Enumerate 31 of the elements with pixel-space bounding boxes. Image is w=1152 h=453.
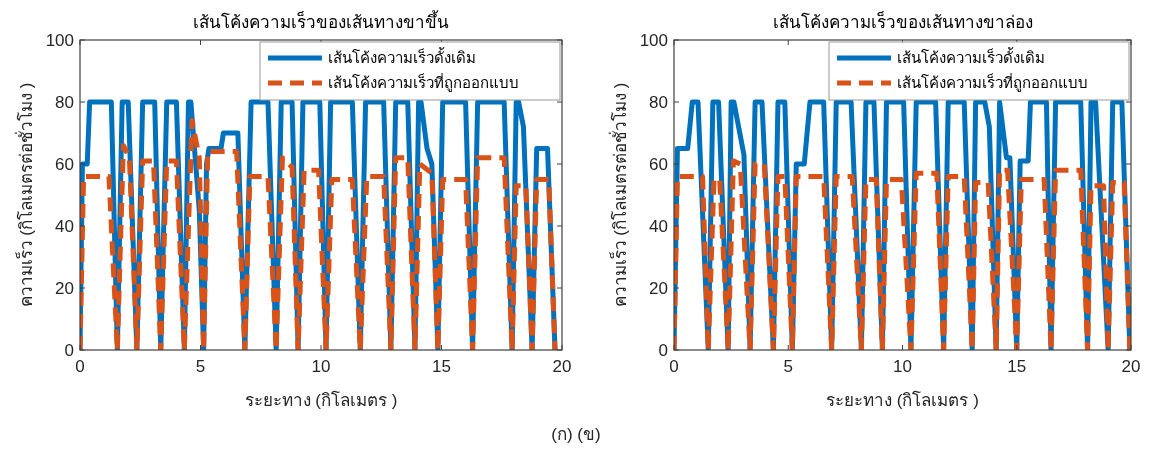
y-tick-label: 100 [45,31,74,50]
text: (ก) (ข) [551,425,601,444]
y-axis-title: ความเร็ว (กิโลเมตรต่อชั่วโมง ) [14,82,36,308]
y-tick-label: 80 [55,93,74,112]
legend-label: เส้นโค้งความเร็วที่ถูกออกแบบ [328,72,519,92]
y-tick-label: 60 [55,155,74,174]
legend-label: เส้นโค้งความเร็วดั้งเดิม [328,47,476,66]
x-axis-title: ระยะทาง (กิโลเมตร ) [826,390,979,410]
y-tick-label: 20 [55,279,74,298]
x-tick-label: 15 [432,357,451,376]
y-tick-label: 60 [649,155,668,174]
chart-title: เส้นโค้งความเร็วของเส้นทางขาขึ้น [193,10,449,32]
x-tick-label: 5 [783,357,793,376]
y-tick-label: 0 [658,341,668,360]
x-tick-label: 20 [1121,357,1141,376]
x-tick-label: 20 [552,357,572,376]
y-tick-label: 40 [55,217,74,236]
y-axis-title: ความเร็ว (กิโลเมตรต่อชั่วโมง ) [608,82,630,308]
chart-title: เส้นโค้งความเร็วของเส้นทางขาล่อง [772,11,1033,32]
x-axis-title: ระยะทาง (กิโลเมตร ) [244,390,398,410]
x-tick-label: 15 [1007,357,1027,376]
x-tick-label: 10 [893,357,912,376]
x-tick-label: 10 [311,357,331,376]
y-tick-label: 100 [639,31,668,50]
y-tick-label: 80 [649,93,668,112]
y-tick-label: 20 [649,279,668,298]
y-tick-label: 40 [649,217,668,236]
legend-label: เส้นโค้งความเร็วดั้งเดิม [897,47,1045,66]
x-tick-label: 5 [195,357,206,376]
legend-label: เส้นโค้งความเร็วที่ถูกออกแบบ [897,72,1088,92]
y-tick-label: 0 [64,341,74,360]
